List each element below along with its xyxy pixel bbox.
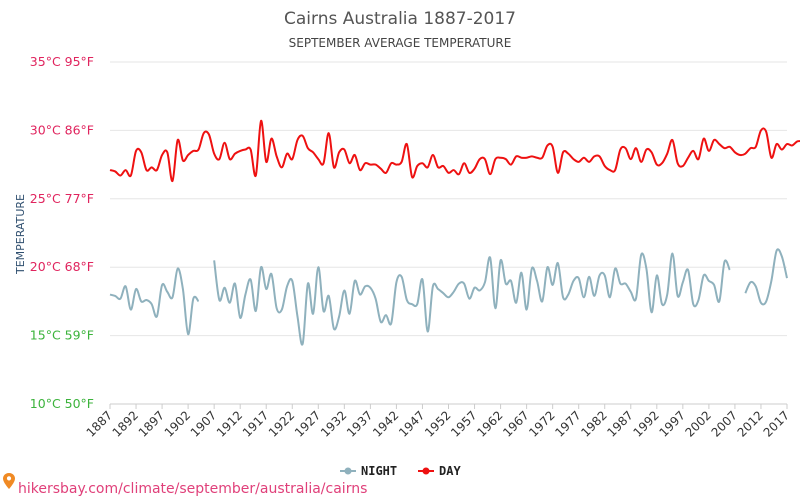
- series-day: [109, 119, 800, 183]
- series-line-night: [213, 252, 731, 346]
- x-tick-label: 1887: [84, 408, 115, 439]
- series-night: [109, 248, 788, 346]
- series-line-day: [109, 119, 800, 183]
- y-tick-label: 30°C 86°F: [30, 122, 94, 137]
- source-text: hikersbay.com/climate/september/australi…: [18, 481, 367, 497]
- x-tick-label: 1902: [162, 408, 193, 439]
- x-tick-label: 1957: [448, 408, 479, 439]
- x-tick-label: 1922: [266, 408, 297, 439]
- x-tick-label: 1972: [526, 408, 557, 439]
- series-lines: [109, 119, 800, 346]
- x-tick-label: 1952: [422, 408, 453, 439]
- chart-title: Cairns Australia 1887-2017: [284, 9, 516, 29]
- source-link[interactable]: hikersbay.com/climate/september/australi…: [3, 473, 367, 497]
- y-axis-ticks: 35°C 95°F 30°C 86°F 25°C 77°F 20°C 68°F 15°C…: [30, 54, 94, 411]
- x-tick-label: 2017: [761, 408, 792, 439]
- x-tick-label: 1987: [604, 408, 635, 439]
- y-tick-label: 15°C 59°F: [30, 328, 94, 343]
- legend-swatch-dot: [422, 467, 430, 475]
- series-line-night: [109, 267, 200, 336]
- series-line-night: [744, 248, 788, 306]
- x-tick-label: 1937: [344, 408, 375, 439]
- x-axis-ticks: 1887189218971902190719121917192219271932…: [84, 404, 792, 440]
- legend-swatch-dot: [344, 467, 352, 475]
- location-pin-icon: [3, 473, 15, 489]
- legend-label: DAY: [439, 464, 461, 478]
- grid-lines: [110, 61, 787, 405]
- x-tick-label: 1997: [656, 408, 687, 439]
- chart-subtitle: SEPTEMBER AVERAGE TEMPERATURE: [289, 36, 512, 50]
- x-tick-label: 1982: [578, 408, 609, 439]
- y-axis-label: TEMPERATURE: [14, 194, 27, 275]
- x-tick-label: 1992: [630, 408, 661, 439]
- x-tick-label: 1962: [474, 408, 505, 439]
- legend-label: NIGHT: [361, 464, 397, 478]
- legend-item-night[interactable]: NIGHT: [340, 464, 397, 478]
- y-tick-label: 35°C 95°F: [30, 54, 94, 69]
- y-tick-label: 20°C 68°F: [30, 259, 94, 274]
- x-tick-label: 1942: [370, 408, 401, 439]
- x-tick-label: 1967: [500, 408, 531, 439]
- x-tick-label: 2012: [735, 408, 766, 439]
- legend: NIGHT DAY: [340, 464, 461, 478]
- x-tick-label: 1917: [240, 408, 271, 439]
- x-tick-label: 1947: [396, 408, 427, 439]
- x-tick-label: 2007: [709, 408, 740, 439]
- y-tick-label: 10°C 50°F: [30, 396, 94, 411]
- y-tick-label: 25°C 77°F: [30, 191, 94, 206]
- x-tick-label: 1927: [292, 408, 323, 439]
- legend-item-day[interactable]: DAY: [418, 464, 461, 478]
- x-tick-label: 1932: [318, 408, 349, 439]
- x-tick-label: 2002: [683, 408, 714, 439]
- x-tick-label: 1907: [188, 408, 219, 439]
- x-tick-label: 1977: [552, 408, 583, 439]
- x-tick-label: 1912: [214, 408, 245, 439]
- x-tick-label: 1892: [110, 408, 141, 439]
- x-tick-label: 1897: [136, 408, 167, 439]
